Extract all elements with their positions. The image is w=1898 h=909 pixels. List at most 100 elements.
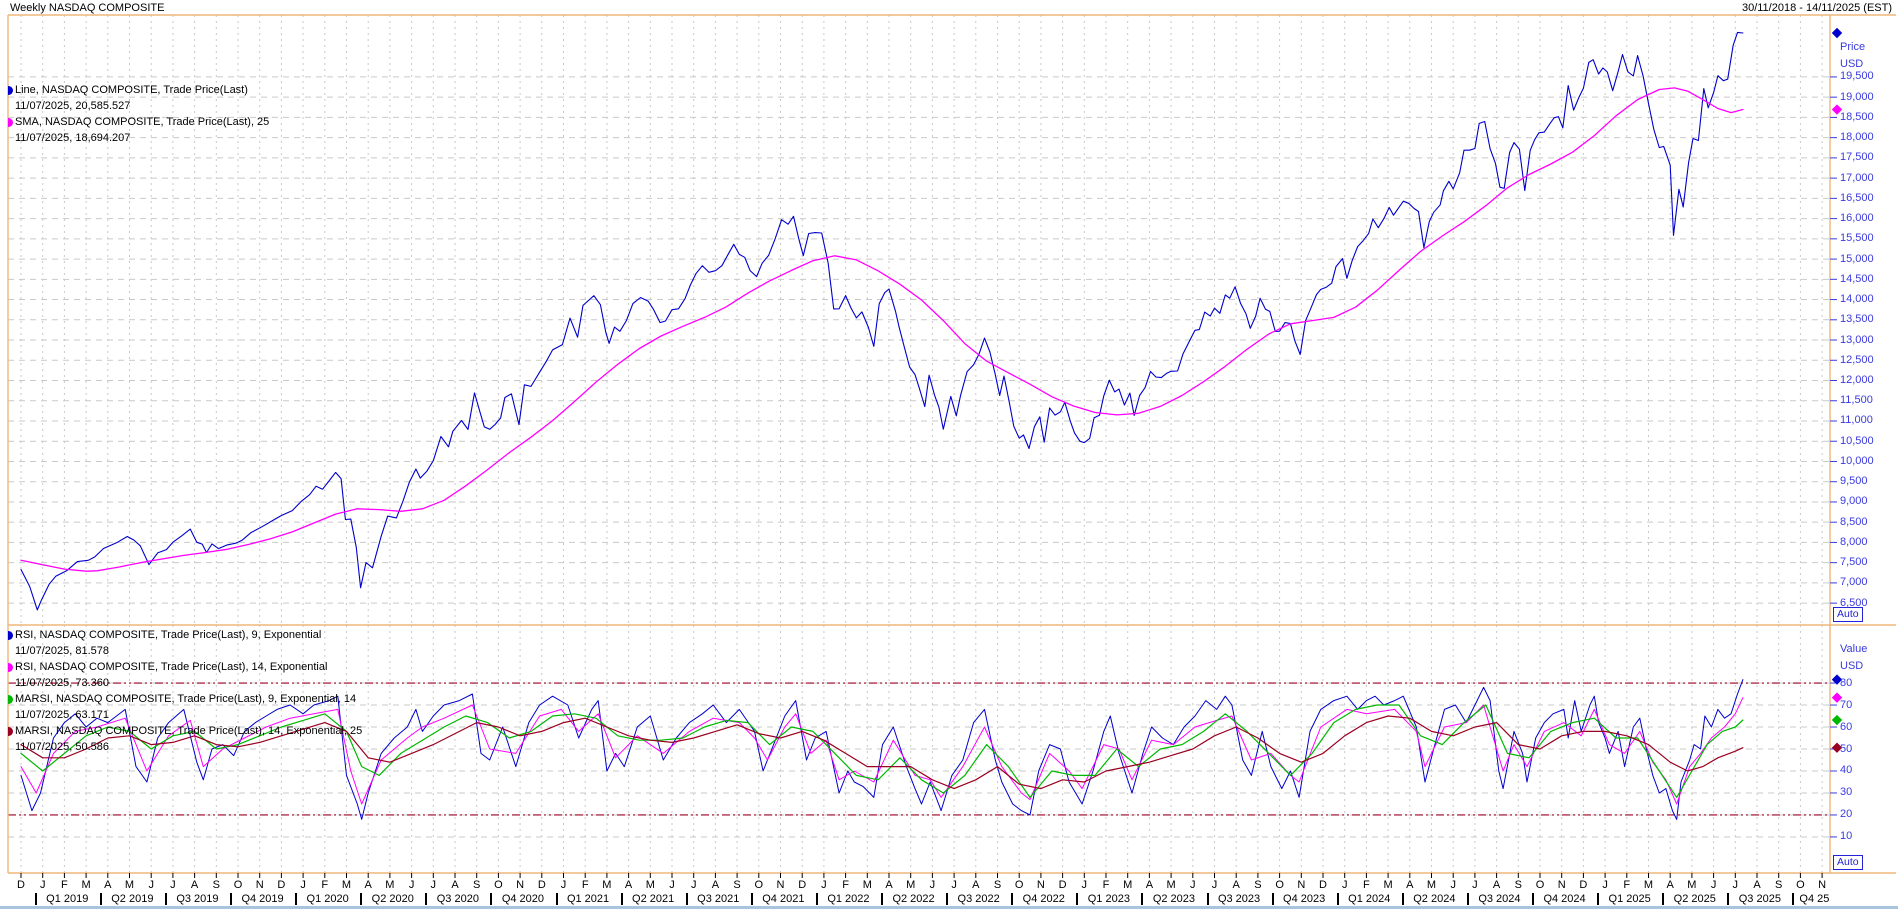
month-tick-label: D bbox=[1579, 879, 1588, 891]
quarter-label: Q1 2023 bbox=[1087, 893, 1130, 905]
y-tick-label: 10 bbox=[1840, 830, 1853, 843]
last-value-diamond-icon bbox=[1831, 27, 1843, 39]
month-tick-label: J bbox=[300, 879, 306, 891]
month-tick-label: F bbox=[842, 879, 849, 891]
quarter-label: Q4 2021 bbox=[762, 893, 805, 905]
series-bullet-icon bbox=[8, 727, 13, 736]
quarter-separator bbox=[1401, 893, 1404, 905]
y-tick-label: 9,000 bbox=[1840, 495, 1868, 508]
price-axis-title: Price bbox=[1840, 41, 1866, 53]
month-tick-label: F bbox=[1363, 879, 1370, 891]
quarter-separator bbox=[946, 893, 949, 905]
quarter-label: Q4 2024 bbox=[1543, 893, 1586, 905]
price-axis-auto-button[interactable]: Auto bbox=[1833, 607, 1863, 622]
value-axis-title: Value bbox=[1840, 643, 1868, 655]
quarter-label: Q2 2025 bbox=[1673, 893, 1716, 905]
y-tick-label: 70 bbox=[1840, 698, 1853, 711]
legend-price-label[interactable]: Line, NASDAQ COMPOSITE, Trade Price(Last… bbox=[15, 84, 248, 96]
series-bullet-icon bbox=[8, 663, 13, 672]
quarter-separator bbox=[99, 893, 102, 905]
month-tick-label: M bbox=[124, 879, 135, 891]
month-tick-label: M bbox=[602, 879, 612, 891]
month-tick-label: J bbox=[669, 879, 675, 891]
y-tick-label: 19,000 bbox=[1840, 90, 1874, 103]
month-tick-label: N bbox=[255, 879, 264, 891]
month-tick-label: J bbox=[148, 879, 154, 891]
quarter-separator bbox=[1792, 893, 1795, 905]
y-tick-label: 50 bbox=[1840, 742, 1853, 755]
last-value-diamond-icon bbox=[1831, 692, 1843, 703]
y-tick-label: 7,500 bbox=[1840, 556, 1868, 569]
y-tick-label: 6,500 bbox=[1840, 596, 1868, 609]
month-tick-label: S bbox=[212, 879, 220, 891]
quarter-separator bbox=[1271, 893, 1274, 905]
month-tick-label: J bbox=[1450, 879, 1456, 891]
month-tick-label: A bbox=[1492, 879, 1501, 891]
month-tick-label: N bbox=[1297, 879, 1306, 891]
month-tick-label: O bbox=[1014, 879, 1024, 891]
quarter-label: Q1 2024 bbox=[1348, 893, 1391, 905]
legend-marsi9-value: 11/07/2025, 63.171 bbox=[15, 709, 109, 721]
series-bullet-icon bbox=[8, 86, 13, 95]
y-tick-label: 15,500 bbox=[1840, 232, 1874, 245]
y-tick-label: 16,500 bbox=[1840, 191, 1874, 204]
legend-marsi14-label[interactable]: MARSI, NASDAQ COMPOSITE, Trade Price(Las… bbox=[15, 725, 363, 737]
quarter-label: Q2 2022 bbox=[892, 893, 935, 905]
month-tick-label: S bbox=[1254, 879, 1262, 891]
quarter-separator bbox=[490, 893, 493, 905]
legend-sma-value: 11/07/2025, 18,694.207 bbox=[15, 132, 131, 144]
month-tick-label: M bbox=[1687, 879, 1697, 891]
y-tick-label: 17,500 bbox=[1840, 151, 1874, 164]
month-tick-label: J bbox=[690, 879, 697, 891]
quarter-separator bbox=[881, 893, 883, 905]
month-tick-label: F bbox=[1623, 879, 1631, 891]
quarter-separator bbox=[1011, 893, 1014, 905]
legend-marsi9-label[interactable]: MARSI, NASDAQ COMPOSITE, Trade Price(Las… bbox=[15, 693, 357, 705]
window-title: Weekly NASDAQ COMPOSITE bbox=[10, 2, 165, 14]
value-axis-auto-button[interactable]: Auto bbox=[1833, 855, 1863, 870]
month-tick-label: O bbox=[233, 879, 243, 891]
legend-sma-label[interactable]: SMA, NASDAQ COMPOSITE, Trade Price(Last)… bbox=[15, 116, 270, 128]
quarter-separator bbox=[34, 893, 37, 905]
month-tick-label: J bbox=[170, 879, 176, 891]
quarter-label: Q1 2020 bbox=[306, 893, 349, 905]
month-tick-label: N bbox=[776, 879, 785, 891]
month-tick-label: N bbox=[1036, 879, 1045, 891]
legend-rsi14-label[interactable]: RSI, NASDAQ COMPOSITE, Trade Price(Last)… bbox=[15, 661, 328, 673]
y-tick-label: 14,000 bbox=[1840, 293, 1874, 306]
month-tick-label: J bbox=[408, 879, 415, 891]
quarter-label: Q2 2019 bbox=[111, 893, 154, 905]
y-tick-label: 11,500 bbox=[1840, 394, 1873, 407]
quarter-label: Q3 2022 bbox=[957, 893, 1000, 905]
date-range: 30/11/2018 - 14/11/2025 (EST) bbox=[1741, 2, 1892, 14]
legend-price-value: 11/07/2025, 20,585.527 bbox=[15, 100, 131, 112]
y-tick-label: 30 bbox=[1840, 786, 1853, 799]
quarter-label: Q4 25 bbox=[1799, 893, 1830, 905]
month-tick-label: M bbox=[1426, 879, 1437, 891]
legend-rsi9-label[interactable]: RSI, NASDAQ COMPOSITE, Trade Price(Last)… bbox=[15, 629, 322, 641]
month-tick-label: S bbox=[1514, 879, 1522, 891]
month-tick-label: S bbox=[733, 879, 741, 891]
month-tick-label: J bbox=[39, 879, 46, 891]
quarter-label: Q2 2024 bbox=[1413, 893, 1456, 905]
month-tick-label: N bbox=[1557, 879, 1566, 891]
series-bullet-icon bbox=[8, 118, 13, 127]
y-tick-label: 7,000 bbox=[1840, 576, 1868, 589]
y-tick-label: 10,000 bbox=[1840, 454, 1874, 467]
y-tick-label: 11,000 bbox=[1840, 414, 1873, 427]
month-tick-label: D bbox=[277, 879, 286, 891]
month-tick-label: O bbox=[1796, 879, 1805, 891]
quarter-label: Q1 2025 bbox=[1608, 893, 1651, 905]
month-tick-label: A bbox=[1145, 879, 1154, 891]
month-tick-label: M bbox=[341, 879, 352, 891]
quarter-separator bbox=[750, 893, 753, 905]
month-tick-label: N bbox=[516, 879, 525, 891]
month-tick-label: D bbox=[798, 879, 807, 891]
legend-rsi14-value: 11/07/2025, 73.360 bbox=[15, 677, 109, 689]
month-tick-label: D bbox=[537, 879, 546, 891]
window-bottom-edge bbox=[0, 906, 1898, 909]
quarter-separator bbox=[1662, 893, 1665, 905]
month-tick-label: J bbox=[1211, 879, 1218, 891]
month-tick-label: M bbox=[862, 879, 872, 891]
